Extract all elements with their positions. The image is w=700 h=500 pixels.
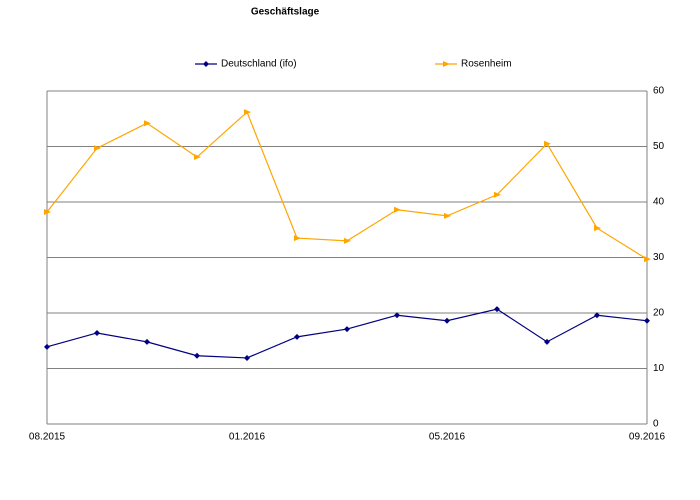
data-point [244,354,250,361]
x-tick-label: 05.2016 [429,432,466,443]
data-point [644,256,651,263]
data-point [594,225,601,232]
data-point [94,329,100,336]
data-point [194,154,201,161]
series-line [46,111,648,260]
data-point [544,140,551,147]
series-line [46,308,648,359]
data-point [294,333,300,340]
y-tick-label: 0 [653,419,659,430]
data-point [444,212,451,219]
legend-marker [203,61,209,67]
data-point [394,312,400,319]
data-point [344,326,350,333]
x-tick-label: 08.2015 [29,432,66,443]
data-point [444,317,450,324]
data-point [144,338,150,345]
data-point [394,206,401,213]
data-point [294,235,301,242]
data-point [44,343,50,350]
data-point [194,352,200,359]
x-tick-label: 01.2016 [229,432,266,443]
y-tick-label: 60 [653,86,665,97]
data-point [644,317,650,324]
y-tick-label: 20 [653,308,665,319]
y-tick-label: 10 [653,363,665,374]
legend-label: Deutschland (ifo) [221,59,297,70]
x-tick-label: 09.2016 [629,432,666,443]
data-point [544,338,550,345]
y-tick-label: 30 [653,252,665,263]
legend-marker [443,61,450,67]
legend-label: Rosenheim [461,59,512,70]
y-tick-label: 50 [653,141,665,152]
data-point [144,120,151,127]
chart-title: Geschäftslage [251,7,320,18]
y-tick-label: 40 [653,197,665,208]
data-point [244,109,251,116]
data-point [494,306,500,313]
data-point [494,191,501,198]
data-point [344,237,351,244]
data-point [44,208,51,215]
data-point [94,145,101,152]
data-point [594,312,600,319]
